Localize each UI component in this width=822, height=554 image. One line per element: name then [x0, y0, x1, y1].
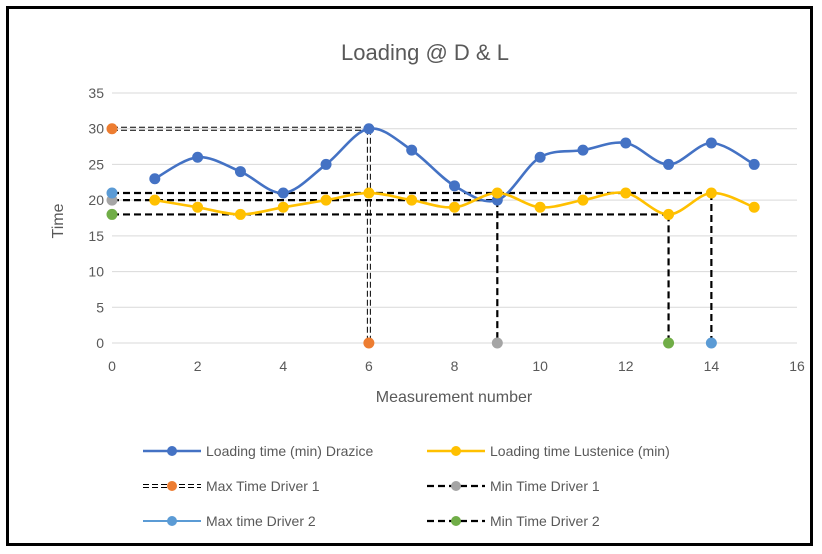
point-min-time-driver-1-2: [491, 337, 503, 349]
point-loading-time-min-drazice-9: [534, 151, 546, 163]
point-loading-time-lustenice-min-11: [620, 187, 632, 199]
y-tick-label-35: 35: [88, 85, 104, 101]
point-loading-time-lustenice-min-1: [192, 201, 204, 213]
series-loading-time-min-drazice: [149, 123, 760, 206]
y-tick-label-10: 10: [88, 264, 104, 280]
point-loading-time-min-drazice-14: [748, 158, 760, 170]
legend-item-loading-time-lustenice-min: Loading time Lustenice (min): [427, 443, 670, 459]
legend-item-max-time-driver-1: Max Time Driver 1: [143, 478, 320, 494]
x-axis-title: Measurement number: [376, 389, 533, 406]
series-min-time-driver-2: [106, 208, 675, 349]
x-tick-label-16: 16: [789, 358, 805, 374]
legend-label: Loading time Lustenice (min): [490, 443, 670, 459]
point-loading-time-min-drazice-10: [577, 144, 589, 156]
legend: Loading time (min) Drazice Loading time L…: [143, 443, 670, 529]
legend-swatch-marker: [167, 446, 177, 456]
x-axis-ticks: 0 2 4 6 8 10 12 14 16: [108, 358, 805, 374]
legend-label: Min Time Driver 1: [490, 478, 600, 494]
legend-swatch-marker: [451, 481, 461, 491]
x-tick-label-2: 2: [194, 358, 202, 374]
legend-swatch-marker: [451, 446, 461, 456]
legend-item-max-time-driver-2: Max time Driver 2: [143, 513, 316, 529]
x-tick-label-14: 14: [704, 358, 720, 374]
y-axis-title: Time: [50, 203, 67, 238]
series-layer: [106, 123, 760, 349]
point-max-time-driver-1-2: [363, 337, 375, 349]
point-min-time-driver-2-2: [663, 337, 675, 349]
point-loading-time-min-drazice-13: [705, 137, 717, 149]
point-loading-time-min-drazice-3: [277, 187, 289, 199]
point-max-time-driver-1-0: [106, 123, 118, 135]
chart-title: Loading @ D & L: [341, 40, 509, 65]
legend-item-loading-time-min-drazice: Loading time (min) Drazice: [143, 443, 373, 459]
legend-item-min-time-driver-1: Min Time Driver 1: [427, 478, 600, 494]
y-tick-label-25: 25: [88, 156, 104, 172]
point-loading-time-min-drazice-6: [406, 144, 418, 156]
x-tick-label-8: 8: [451, 358, 459, 374]
point-max-time-driver-2-0: [106, 187, 118, 199]
legend-swatch-marker: [167, 516, 177, 526]
point-min-time-driver-2-0: [106, 208, 118, 220]
legend-label: Loading time (min) Drazice: [206, 443, 373, 459]
point-loading-time-lustenice-min-5: [363, 187, 375, 199]
line-chart: Loading @ D & L 0 5 10 15 20 25 30 35 0 2 4 6 8 10 12…: [50, 40, 805, 529]
y-tick-label-15: 15: [88, 228, 104, 244]
point-max-time-driver-2-2: [705, 337, 717, 349]
point-loading-time-lustenice-min-8: [491, 187, 503, 199]
point-loading-time-min-drazice-1: [192, 151, 204, 163]
point-loading-time-lustenice-min-9: [534, 201, 546, 213]
point-loading-time-lustenice-min-2: [234, 208, 246, 220]
series-max-time-driver-1: [106, 123, 375, 349]
point-loading-time-lustenice-min-12: [663, 208, 675, 220]
series-loading-time-lustenice-min: [149, 187, 760, 220]
point-loading-time-lustenice-min-14: [748, 201, 760, 213]
legend-label: Max Time Driver 1: [206, 478, 320, 494]
point-loading-time-min-drazice-11: [620, 137, 632, 149]
legend-swatch-marker: [167, 481, 177, 491]
legend-item-min-time-driver-2: Min Time Driver 2: [427, 513, 600, 529]
point-loading-time-lustenice-min-0: [149, 194, 161, 206]
y-tick-label-5: 5: [96, 299, 104, 315]
x-tick-label-4: 4: [279, 358, 287, 374]
x-tick-label-0: 0: [108, 358, 116, 374]
y-axis-ticks: 0 5 10 15 20 25 30 35: [88, 85, 104, 351]
point-loading-time-lustenice-min-6: [406, 194, 418, 206]
point-loading-time-min-drazice-4: [320, 158, 332, 170]
point-loading-time-min-drazice-0: [149, 173, 161, 185]
point-loading-time-lustenice-min-13: [705, 187, 717, 199]
legend-swatch-marker: [451, 516, 461, 526]
x-tick-label-12: 12: [618, 358, 634, 374]
y-tick-label-20: 20: [88, 192, 104, 208]
point-loading-time-min-drazice-7: [449, 180, 460, 192]
point-loading-time-min-drazice-2: [234, 166, 246, 178]
x-tick-label-10: 10: [532, 358, 548, 374]
point-loading-time-lustenice-min-7: [449, 201, 460, 213]
legend-label: Min Time Driver 2: [490, 513, 600, 529]
point-loading-time-lustenice-min-10: [577, 194, 589, 206]
point-loading-time-lustenice-min-4: [320, 194, 332, 206]
y-tick-label-30: 30: [88, 121, 104, 137]
point-loading-time-min-drazice-12: [663, 158, 675, 170]
point-loading-time-min-drazice-5: [363, 123, 375, 135]
point-loading-time-lustenice-min-3: [277, 201, 289, 213]
x-tick-label-6: 6: [365, 358, 373, 374]
y-tick-label-0: 0: [96, 335, 104, 351]
chart-frame: Loading @ D & L 0 5 10 15 20 25 30 35 0 2 4 6 8 10 12…: [6, 6, 813, 546]
legend-label: Max time Driver 2: [206, 513, 316, 529]
